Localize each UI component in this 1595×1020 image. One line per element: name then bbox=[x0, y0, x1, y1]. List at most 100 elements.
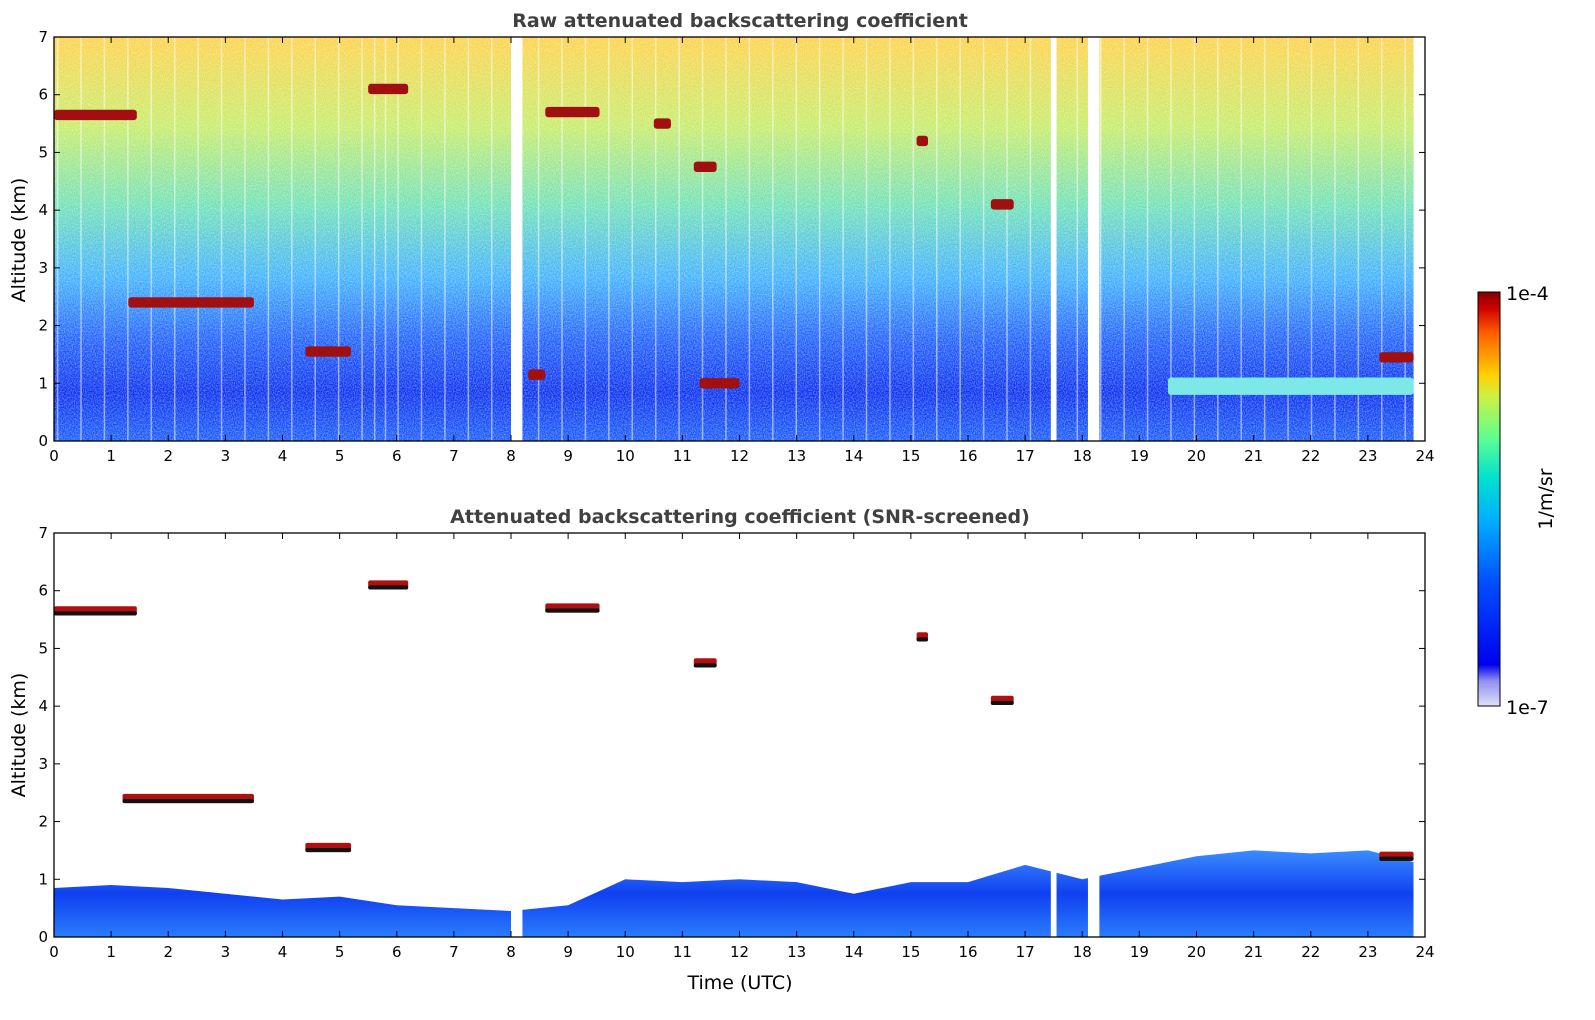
x-tick-label: 24 bbox=[1415, 447, 1434, 465]
noise-column bbox=[1334, 37, 1336, 441]
x-tick-label: 18 bbox=[1073, 447, 1092, 465]
x-tick-label: 2 bbox=[163, 943, 173, 961]
noise-column bbox=[314, 37, 316, 441]
noise-column bbox=[1240, 37, 1242, 441]
x-tick-label: 19 bbox=[1130, 447, 1149, 465]
snr-screened-panel: Attenuated backscattering coefficient (S… bbox=[8, 506, 1435, 994]
x-tick-label: 11 bbox=[673, 943, 692, 961]
noise-column bbox=[561, 37, 563, 441]
cloud-attenuated-edge bbox=[305, 848, 352, 853]
noise-column bbox=[127, 37, 129, 441]
x-tick-label: 14 bbox=[844, 943, 863, 961]
x-tick-label: 20 bbox=[1187, 447, 1206, 465]
x-tick-label: 6 bbox=[392, 943, 402, 961]
x-tick-label: 5 bbox=[335, 447, 345, 465]
cloud-layer bbox=[368, 83, 409, 95]
x-tick-label: 1 bbox=[106, 943, 116, 961]
noise-column bbox=[631, 37, 634, 441]
cloud-attenuated-edge bbox=[693, 663, 717, 668]
x-tick-label: 23 bbox=[1358, 447, 1377, 465]
x-tick-label: 2 bbox=[163, 447, 173, 465]
noise-column bbox=[818, 37, 821, 441]
screened-panel-title: Attenuated backscattering coefficient (S… bbox=[450, 506, 1030, 528]
noise-column bbox=[865, 37, 868, 441]
noise-column bbox=[420, 37, 423, 441]
cloud-layer bbox=[699, 378, 740, 389]
noise-column bbox=[936, 37, 938, 441]
noise-column bbox=[1029, 37, 1032, 441]
x-tick-label: 20 bbox=[1187, 943, 1206, 961]
noise-column bbox=[244, 37, 246, 441]
cloud-layer bbox=[916, 135, 929, 147]
x-tick-label: 8 bbox=[506, 943, 516, 961]
noise-column bbox=[1263, 37, 1266, 441]
x-tick-label: 9 bbox=[563, 943, 573, 961]
data-gap bbox=[511, 533, 523, 937]
cloud-layer bbox=[693, 161, 717, 173]
noise-column bbox=[56, 37, 59, 441]
x-tick-label: 7 bbox=[449, 447, 459, 465]
x-tick-label: 19 bbox=[1130, 943, 1149, 961]
noise-column bbox=[959, 37, 961, 441]
screened-plot-area bbox=[54, 533, 1425, 937]
raw-y-axis-label: Altitude (km) bbox=[8, 178, 30, 303]
screened-y-axis-label: Altitude (km) bbox=[8, 673, 30, 798]
cloud-layer bbox=[990, 199, 1014, 210]
x-tick-label: 21 bbox=[1244, 943, 1263, 961]
y-tick-label: 3 bbox=[38, 755, 48, 773]
y-tick-label: 7 bbox=[38, 28, 48, 46]
y-tick-label: 4 bbox=[38, 201, 48, 219]
raw-plot-area bbox=[54, 37, 1425, 441]
y-tick-label: 0 bbox=[38, 928, 48, 946]
y-tick-label: 5 bbox=[38, 143, 48, 161]
noise-column bbox=[1217, 37, 1219, 441]
data-gap bbox=[1413, 37, 1425, 441]
cloud-attenuated-edge bbox=[368, 585, 409, 590]
noise-column bbox=[1310, 37, 1313, 441]
x-tick-label: 6 bbox=[392, 447, 402, 465]
x-tick-label: 0 bbox=[49, 943, 59, 961]
colorbar-unit-label: 1/m/sr bbox=[1535, 468, 1557, 529]
colorbar-max-label: 1e-4 bbox=[1506, 283, 1549, 305]
x-tick-label: 9 bbox=[563, 447, 573, 465]
y-tick-label: 5 bbox=[38, 639, 48, 657]
cloud-layer bbox=[528, 369, 546, 380]
raw-axes: 0 1 2 3 4 5 6 7 8 9 10 11 12 13 14 15 16 17 18 19 20 21 22 23 24… bbox=[38, 28, 1434, 465]
cloud-layer bbox=[653, 118, 671, 129]
noise-column bbox=[1193, 37, 1196, 441]
cloud-attenuated-edge bbox=[1379, 856, 1414, 861]
noise-column bbox=[103, 37, 106, 441]
cloud-attenuated-edge bbox=[54, 611, 137, 616]
cloud-layer bbox=[305, 346, 352, 357]
x-tick-label: 17 bbox=[1016, 943, 1035, 961]
x-tick-label: 16 bbox=[958, 447, 977, 465]
noise-column bbox=[889, 37, 891, 441]
noise-column bbox=[397, 37, 399, 441]
x-tick-label: 11 bbox=[673, 447, 692, 465]
colorbar: 1e-4 1e-7 1/m/sr bbox=[1477, 283, 1557, 719]
x-tick-label: 5 bbox=[335, 943, 345, 961]
boundary-layer-area bbox=[54, 850, 1414, 937]
y-tick-label: 2 bbox=[38, 317, 48, 335]
noise-speckle bbox=[54, 37, 1425, 441]
x-tick-label: 22 bbox=[1301, 943, 1320, 961]
noise-column bbox=[678, 37, 680, 441]
aerosol-layer bbox=[1167, 377, 1414, 395]
x-tick-label: 10 bbox=[616, 447, 635, 465]
y-tick-label: 7 bbox=[38, 524, 48, 542]
x-tick-label: 3 bbox=[221, 447, 231, 465]
x-tick-label: 24 bbox=[1415, 943, 1434, 961]
noise-column bbox=[982, 37, 985, 441]
y-tick-label: 6 bbox=[38, 86, 48, 104]
noise-column bbox=[584, 37, 587, 441]
noise-column bbox=[1146, 37, 1149, 441]
noise-column bbox=[608, 37, 610, 441]
noise-column bbox=[491, 37, 493, 441]
data-gap bbox=[511, 37, 523, 441]
noise-column bbox=[537, 37, 540, 441]
data-gap bbox=[1050, 37, 1057, 441]
noise-column bbox=[1076, 37, 1079, 441]
x-tick-label: 14 bbox=[844, 447, 863, 465]
noise-column bbox=[1404, 37, 1406, 441]
